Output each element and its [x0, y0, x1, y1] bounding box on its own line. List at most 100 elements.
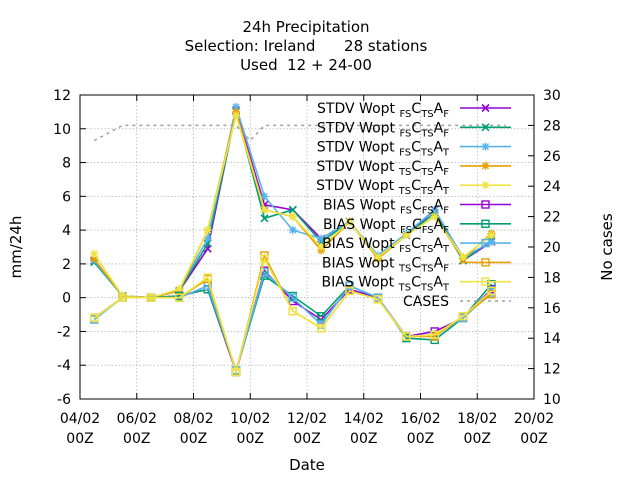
legend-label: STDV Wopt TSCTSAT [316, 178, 450, 197]
x-tick-label-date: 10/02 [230, 411, 270, 427]
legend-label-part: A [434, 255, 444, 271]
series-line-10 [93, 124, 506, 142]
legend-marker [481, 161, 490, 170]
legend-label-part: BIAS Wopt [322, 255, 399, 271]
y-tick-label: -6 [57, 392, 71, 408]
data-point [430, 212, 439, 221]
data-point [345, 286, 354, 296]
legend-marker [481, 200, 490, 209]
legend-marker [481, 277, 490, 286]
legend-label-part: FS [400, 206, 412, 217]
legend-entry-7: BIAS Wopt FSCTSAT [322, 236, 511, 255]
x-tick-label-date: 12/02 [287, 411, 327, 427]
y-tick-label: 6 [62, 189, 71, 205]
x-tick-label-date: 18/02 [457, 411, 497, 427]
x-tick-label-hour: 00Z [237, 431, 264, 447]
legend-label-part: TS [420, 186, 433, 197]
data-point [288, 212, 297, 221]
legend-marker [481, 142, 490, 151]
legend-label: BIAS Wopt TSCTSAT [322, 275, 450, 294]
legend-label-part: TS [398, 167, 411, 178]
legend-label-part: F [443, 206, 449, 217]
legend-entry-3: STDV Wopt TSCTSAF [317, 159, 511, 178]
chart-title-line-0: 24h Precipitation [242, 18, 369, 36]
x-tick-label-hour: 00Z [350, 431, 377, 447]
legend-entry-2: STDV Wopt FSCTSAT [317, 140, 511, 159]
data-point [260, 192, 269, 201]
legend-label-part: A [434, 120, 444, 136]
legend-label-part: BIAS Wopt [322, 275, 399, 291]
legend-marker [481, 219, 490, 229]
legend-label-part: C [411, 178, 421, 194]
data-point [373, 295, 383, 304]
legend-label-part: F [443, 167, 449, 178]
grid-lines [80, 95, 534, 399]
data-point [317, 243, 326, 251]
y2-axis-label: No cases [598, 213, 616, 281]
data-point [487, 231, 496, 240]
legend-label-part: BIAS Wopt [323, 198, 400, 214]
y-tick-label: -2 [57, 324, 71, 340]
series-4 [90, 111, 496, 302]
y2-tick-label: 30 [543, 88, 561, 104]
y-tick-label: 4 [62, 223, 71, 239]
legend-entry-1: STDV Wopt FSCTSAF [317, 120, 511, 139]
y2-tick-label: 14 [543, 331, 561, 347]
legend-entry-9: BIAS Wopt TSCTSAT [322, 275, 511, 294]
legend-label-part: F [443, 225, 449, 236]
data-point [487, 237, 496, 246]
data-point [288, 293, 298, 302]
legend-label-part: STDV Wopt [317, 159, 399, 175]
legend-label: STDV Wopt FSCTSAF [317, 120, 449, 139]
x-axis-label: Date [289, 456, 325, 474]
legend-label-part: A [434, 159, 444, 175]
x-tick-label-date: 14/02 [344, 411, 384, 427]
legend-marker [481, 181, 490, 190]
legend-entry-6: BIAS Wopt FSCFSAF [323, 217, 511, 236]
legend-label-part: T [442, 283, 450, 294]
x-tick-label-date: 06/02 [117, 411, 157, 427]
data-point [231, 367, 241, 377]
legend-label-part: F [443, 128, 449, 139]
series-line-9 [93, 256, 492, 375]
data-point [316, 323, 326, 333]
data-point [90, 249, 99, 258]
legend-entry-0: STDV Wopt FSCTSAF [317, 101, 511, 120]
legend-label-part: TS [420, 244, 433, 255]
y-tick-label: -4 [57, 358, 71, 374]
axis-ticks: -6-4-2024681012101214161820222426283004/… [53, 88, 561, 447]
legend-label-part: TS [398, 283, 411, 294]
legend-label-part: TS [398, 263, 411, 274]
x-tick-label-hour: 00Z [464, 431, 491, 447]
data-point [487, 286, 496, 296]
x-tick-label-hour: 00Z [66, 431, 93, 447]
data-point [118, 291, 127, 300]
legend-label-part: TS [420, 283, 433, 294]
series-layer [89, 102, 506, 377]
legend-marker [481, 238, 490, 248]
legend-entry-10: CASES [403, 294, 511, 310]
legend-label-part: C [411, 255, 421, 271]
legend-label-part: TS [420, 263, 433, 274]
data-point [232, 111, 241, 120]
data-point [288, 205, 297, 214]
x-tick-label-hour: 00Z [407, 431, 434, 447]
legend-label-part: C [412, 198, 422, 214]
data-point [175, 293, 184, 302]
legend-label-part: F [443, 263, 449, 274]
legend-label-part: STDV Wopt [317, 140, 399, 156]
data-point [203, 226, 212, 235]
legend-label-part: A [433, 140, 443, 156]
legend-entry-5: BIAS Wopt FSCFSAF [323, 198, 511, 217]
y2-tick-label: 20 [543, 240, 561, 256]
legend-label-part: TS [420, 109, 433, 120]
x-tick-label-hour: 00Z [123, 431, 150, 447]
data-point [232, 102, 241, 111]
legend-label-part: C [411, 236, 421, 252]
legend-label-part: STDV Wopt [316, 178, 398, 194]
legend-label-part: TS [420, 167, 433, 178]
x-tick-label-date: 08/02 [173, 411, 213, 427]
y2-tick-label: 22 [543, 210, 561, 226]
legend-label-part: A [434, 101, 444, 117]
